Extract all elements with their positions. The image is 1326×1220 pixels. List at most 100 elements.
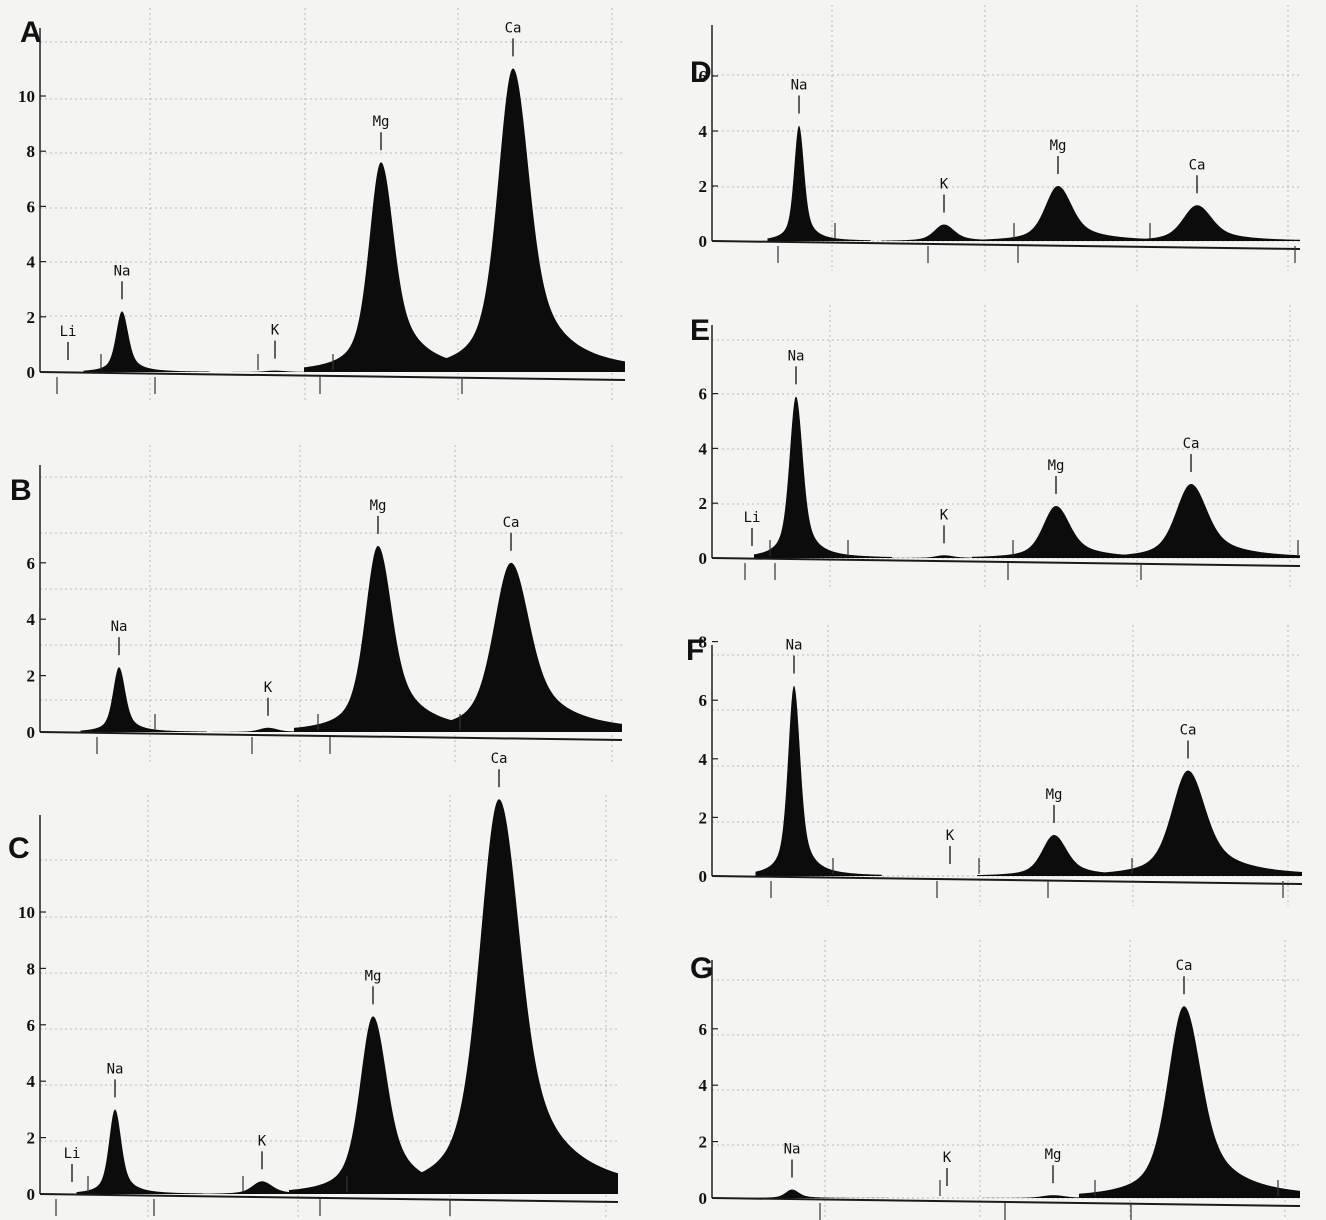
peak-label-ca: Ca <box>503 515 520 531</box>
y-tick-label: 2 <box>699 177 708 196</box>
y-tick-label: 0 <box>699 549 708 568</box>
y-tick-label: 8 <box>27 959 36 978</box>
peak-na <box>754 396 892 558</box>
peak-k <box>888 555 1072 558</box>
y-tick-label: 6 <box>27 197 36 216</box>
y-tick-label: 4 <box>699 750 708 769</box>
y-tick-label: 2 <box>27 308 36 327</box>
peak-label-na: Na <box>791 78 808 94</box>
y-tick-label: 8 <box>699 633 708 652</box>
peak-na <box>755 686 882 876</box>
y-tick-label: 2 <box>27 667 36 686</box>
peak-label-na: Na <box>786 638 803 654</box>
peak-mg <box>294 545 570 732</box>
panel-c: Li Na K Mg Ca 0 2 4 6 8 10 C <box>8 751 619 1220</box>
peak-label-na: Na <box>111 619 128 635</box>
y-tick-label: 4 <box>699 122 708 141</box>
panel-letter: A <box>20 16 42 49</box>
peak-label-na: Na <box>784 1142 801 1158</box>
peak-label-mg: Mg <box>1048 458 1065 474</box>
peak-ca <box>1106 205 1300 241</box>
y-tick-label: 4 <box>699 1076 708 1095</box>
baseline <box>39 1193 619 1203</box>
peak-label-ca: Ca <box>1183 436 1200 452</box>
y-tick-label: 2 <box>699 1133 708 1152</box>
peak-label-ca: Ca <box>491 751 508 767</box>
peak-label-na: Na <box>114 263 131 279</box>
peak-label-li: Li <box>60 324 77 340</box>
peak-label-mg: Mg <box>365 968 382 984</box>
panel-letter: B <box>10 474 32 507</box>
baseline <box>711 875 1303 885</box>
peak-na <box>80 667 207 732</box>
peak-k <box>199 1181 406 1194</box>
peak-label-ca: Ca <box>1180 723 1197 739</box>
panel-letter: C <box>8 832 30 865</box>
y-tick-label: 2 <box>27 1129 36 1148</box>
peak-k <box>212 727 396 732</box>
y-tick-label: 4 <box>27 610 36 629</box>
y-tick-label: 6 <box>699 691 708 710</box>
peak-k <box>881 224 1088 241</box>
peak-mg <box>304 162 557 372</box>
baseline <box>711 240 1301 250</box>
y-tick-label: 2 <box>699 494 708 513</box>
panel-f: Na K Mg Ca 0 2 4 6 8F <box>686 625 1303 906</box>
y-tick-label: 0 <box>699 232 708 251</box>
y-tick-label: 0 <box>27 363 36 382</box>
peak-na <box>76 1109 203 1194</box>
y-tick-label: 6 <box>27 554 36 573</box>
peak-label-ca: Ca <box>1189 157 1206 173</box>
panel-b: Na K Mg Ca 0 2 4 6 B <box>10 445 623 762</box>
peak-label-k: K <box>940 507 949 523</box>
peak-ca <box>1079 1006 1300 1198</box>
peak-na <box>83 311 210 372</box>
y-tick-label: 0 <box>27 723 36 742</box>
panel-letter: F <box>686 634 704 667</box>
y-tick-label: 6 <box>699 385 708 404</box>
peak-label-mg: Mg <box>1050 138 1067 154</box>
peak-label-k: K <box>946 828 955 844</box>
peak-label-k: K <box>940 177 949 193</box>
y-tick-label: 2 <box>699 808 708 827</box>
peak-ca <box>1093 484 1300 558</box>
peak-label-li: Li <box>744 510 761 526</box>
baseline <box>711 557 1301 567</box>
panel-d: Na K Mg Ca 0 2 4 6D <box>690 5 1301 271</box>
y-tick-label: 0 <box>27 1185 36 1204</box>
y-tick-label: 4 <box>699 439 708 458</box>
y-tick-label: 10 <box>18 903 35 922</box>
peak-label-mg: Mg <box>1046 787 1063 803</box>
peak-label-k: K <box>271 323 280 339</box>
peak-k <box>212 370 419 372</box>
y-tick-label: 10 <box>18 87 35 106</box>
peak-label-mg: Mg <box>1045 1147 1062 1163</box>
y-tick-label: 4 <box>27 253 36 272</box>
peak-label-k: K <box>258 1133 267 1149</box>
peak-mg <box>972 505 1248 558</box>
baseline <box>39 371 626 381</box>
peak-label-mg: Mg <box>370 498 387 514</box>
panel-e: Li Na K Mg Ca 0 2 4 6 E <box>690 305 1301 588</box>
baseline <box>39 731 623 741</box>
peak-label-k: K <box>264 680 273 696</box>
peak-mg <box>289 1016 565 1194</box>
baseline <box>711 1197 1301 1207</box>
panel-letter: G <box>690 952 713 985</box>
peak-ca <box>373 799 618 1194</box>
peak-label-li: Li <box>64 1146 81 1162</box>
peak-label-mg: Mg <box>373 114 390 130</box>
peak-na <box>767 126 871 241</box>
grid <box>40 8 625 402</box>
y-tick-label: 6 <box>27 1016 36 1035</box>
y-tick-label: 0 <box>699 1189 708 1208</box>
peak-label-na: Na <box>107 1061 124 1077</box>
panel-a: Li Na K Mg Ca 0 2 4 6 8 10 A <box>18 8 626 402</box>
peak-ca <box>415 68 625 373</box>
peak-label-na: Na <box>788 348 805 364</box>
peak-mg <box>974 186 1250 241</box>
y-tick-label: 8 <box>27 142 36 161</box>
peak-label-k: K <box>943 1150 952 1166</box>
peak-ca <box>1083 770 1302 876</box>
panel-g: Na K Mg Ca 0 2 4 6 G <box>690 940 1301 1220</box>
